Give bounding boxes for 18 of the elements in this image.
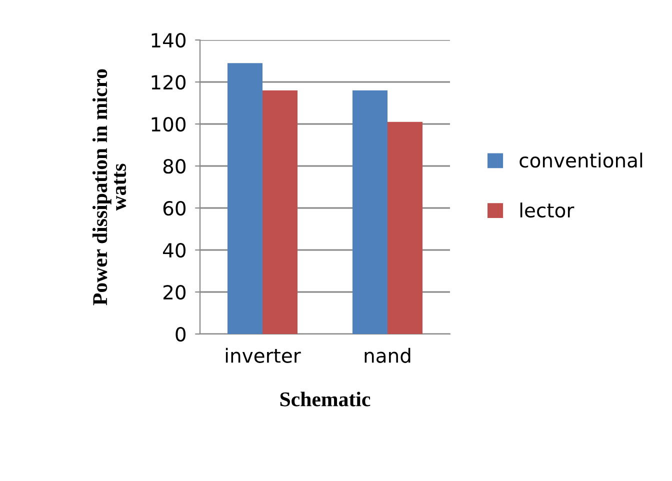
y-tick-label: 0 xyxy=(176,326,186,342)
x-axis-title: Schematic xyxy=(280,392,370,406)
y-axis-title: Power dissipation in micro watts xyxy=(92,69,126,306)
legend-label: conventional xyxy=(520,152,642,168)
bar xyxy=(262,90,298,334)
y-tick-label: 80 xyxy=(163,158,186,174)
x-tick-label: nand xyxy=(364,348,410,363)
y-tick-label: 120 xyxy=(152,74,186,90)
legend-label: lector xyxy=(520,202,574,218)
x-tick-label: inverter xyxy=(226,348,301,363)
y-tick-label: 140 xyxy=(152,32,186,48)
y-tick-label: 20 xyxy=(163,284,186,300)
bar xyxy=(228,63,262,334)
y-tick-label: 60 xyxy=(163,200,186,216)
y-tick-label: 40 xyxy=(163,242,186,258)
y-tick-label: 100 xyxy=(152,116,186,132)
bar xyxy=(388,122,422,334)
bar xyxy=(352,90,388,334)
